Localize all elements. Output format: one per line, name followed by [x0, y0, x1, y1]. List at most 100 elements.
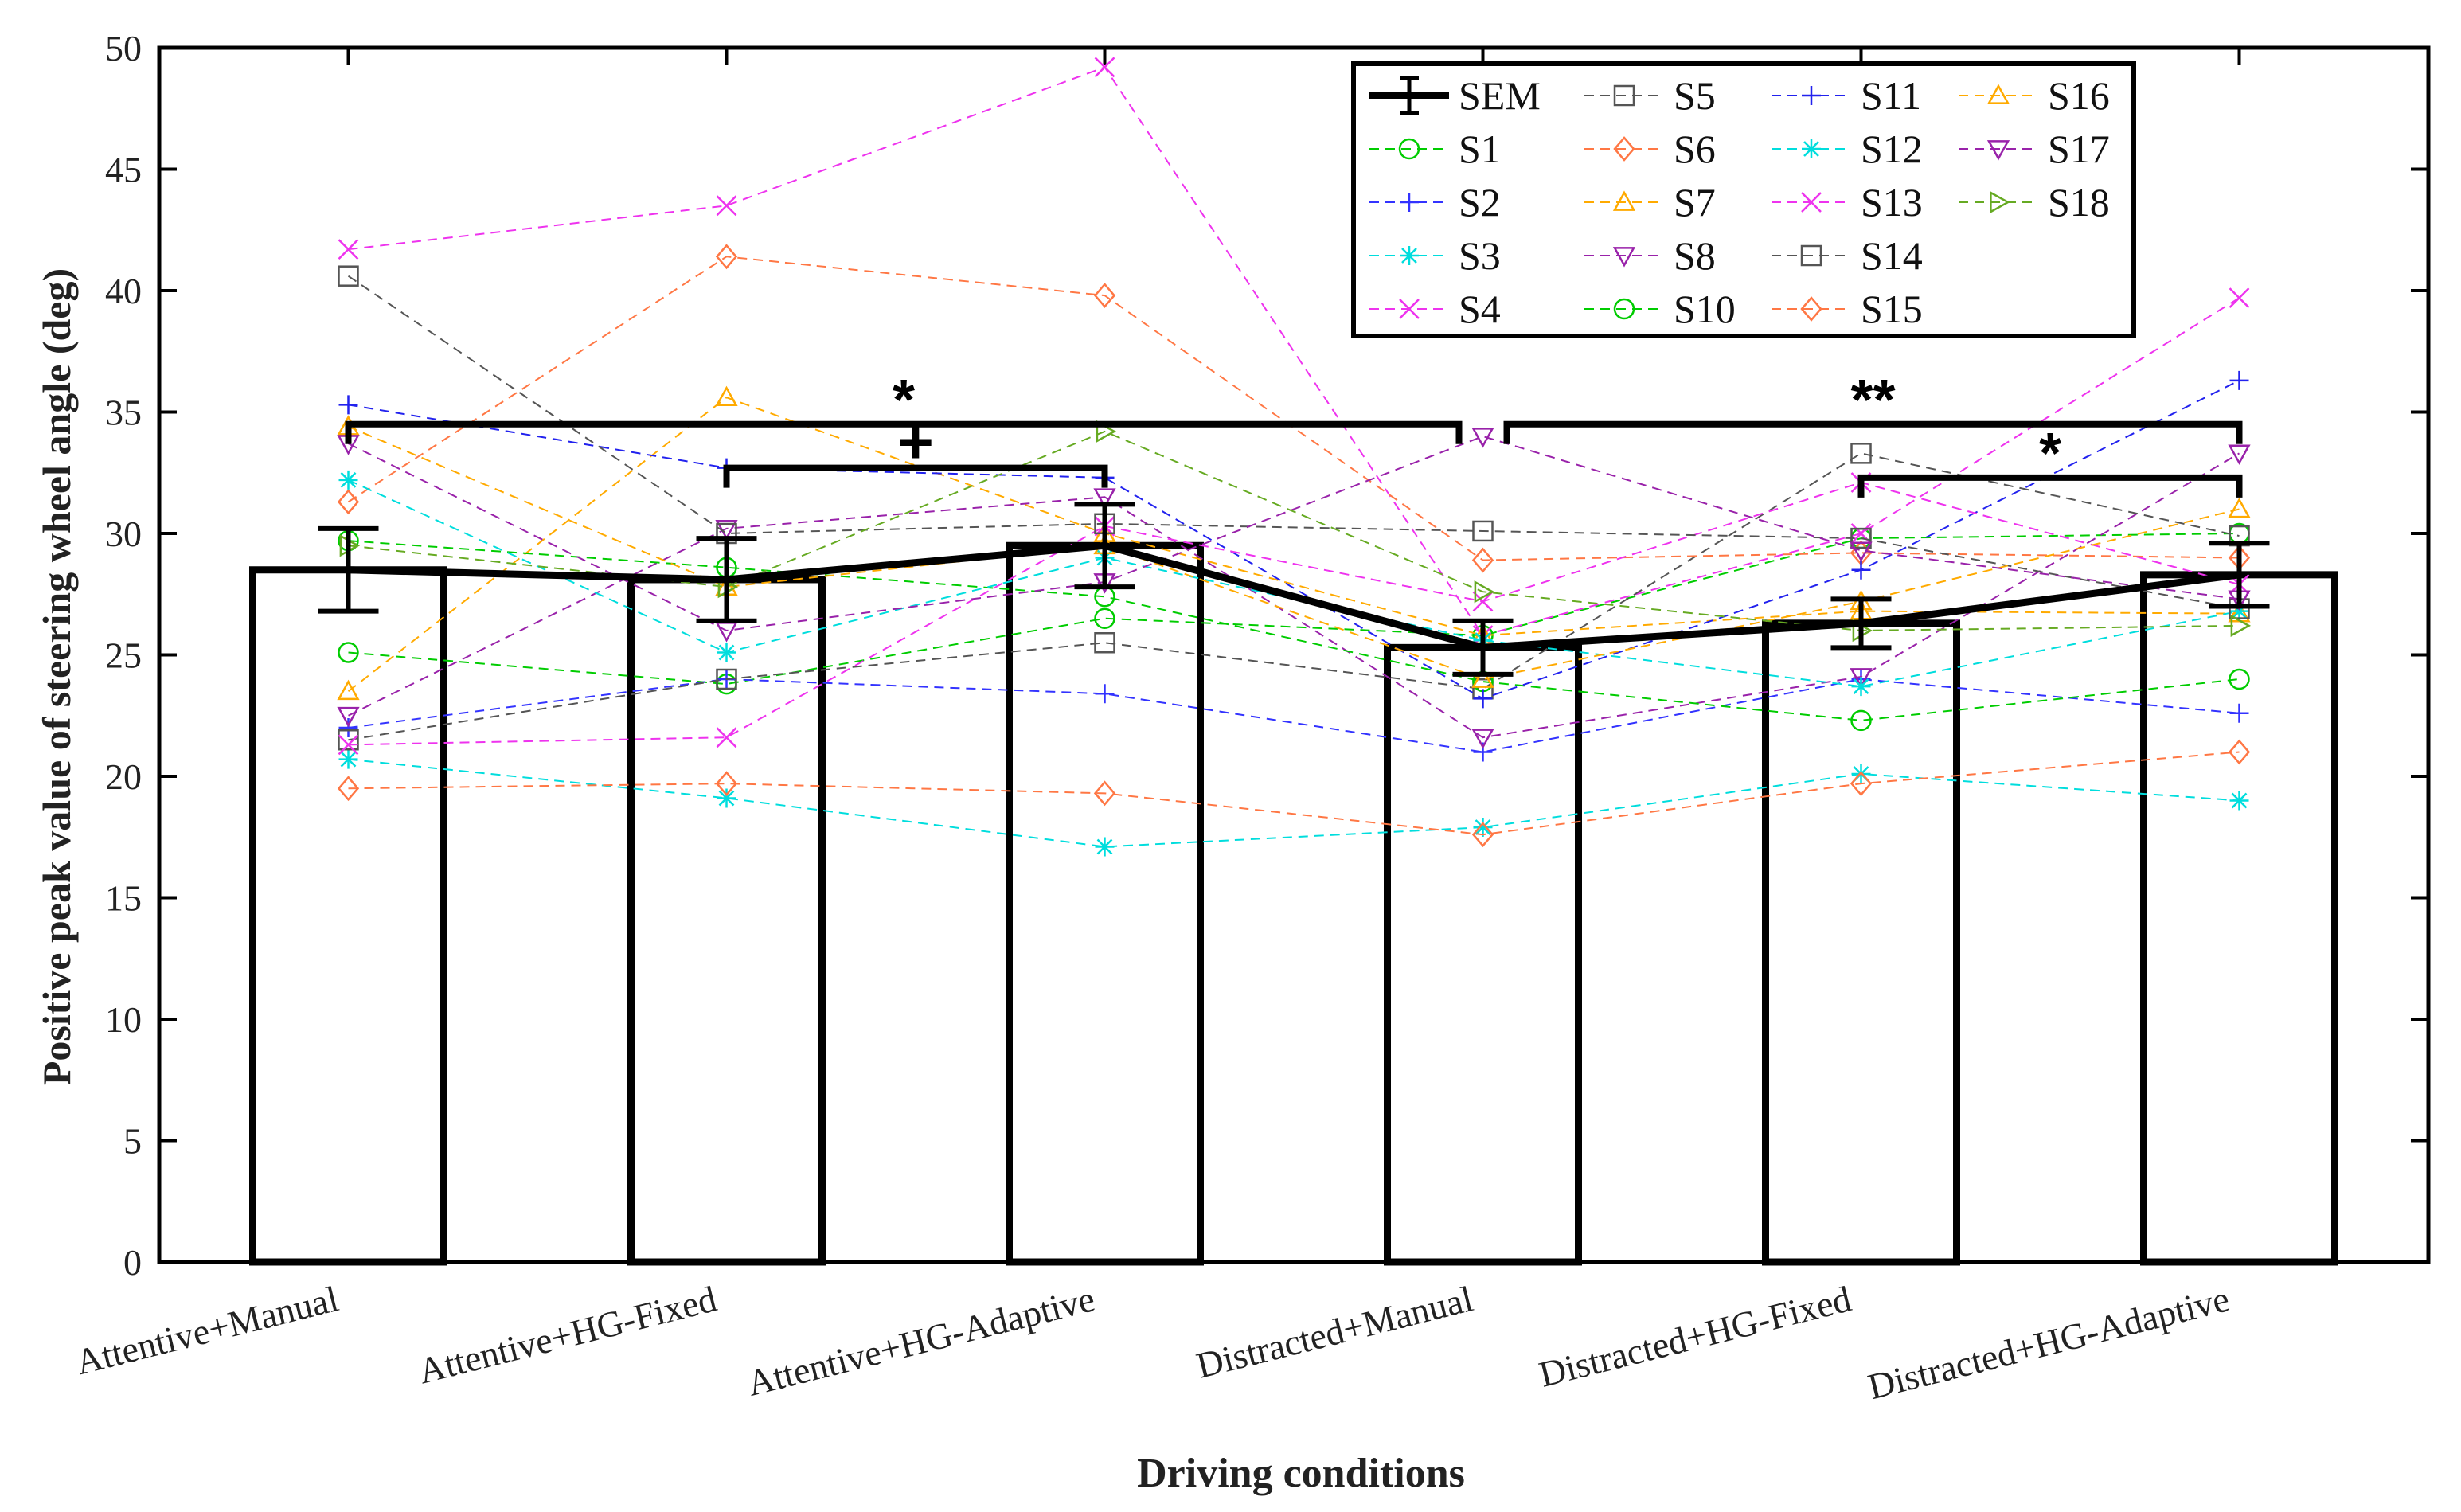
legend-entry: S12 [1772, 127, 1923, 171]
significance-bracket: * [345, 369, 1463, 444]
y-tick-label: 15 [105, 878, 142, 919]
data-point [717, 643, 736, 662]
legend: SEM S1 S2 S3 S4 S5 S6 S7 S8 S10 S11 S12 S13 S14 S15 S16… [1351, 61, 2136, 338]
legend-label: S13 [1861, 180, 1923, 225]
data-point [717, 788, 736, 808]
series-line [348, 751, 2240, 836]
legend-label: S12 [1861, 127, 1923, 171]
series-line [348, 66, 2240, 637]
data-point [715, 771, 738, 797]
legend-label: S7 [1674, 180, 1716, 225]
data-point [338, 734, 359, 756]
data-point [1986, 140, 2010, 161]
data-point [1851, 677, 1871, 697]
data-point [1398, 138, 1420, 160]
legend-label: S15 [1861, 287, 1923, 331]
series-line [348, 481, 2240, 746]
significance-bracket: * [1857, 422, 2243, 498]
legend-label: S2 [1459, 180, 1501, 225]
data-point [1094, 608, 1115, 629]
significance-label: ** [1850, 369, 1895, 432]
data-point [1473, 689, 1493, 709]
data-point [1472, 591, 1494, 612]
legend-entry: S16 [1959, 73, 2110, 118]
data-point [2228, 739, 2251, 765]
legend-entry: S11 [1772, 73, 1921, 118]
legend-entry: S4 [1369, 287, 1501, 331]
data-point [1850, 443, 1872, 464]
legend-entry: S18 [1959, 180, 2110, 225]
data-point [1850, 541, 1873, 562]
data-point [2229, 668, 2250, 690]
data-point [1094, 632, 1115, 654]
data-point [2229, 791, 2249, 811]
legend-label: S6 [1674, 127, 1716, 171]
data-point [1850, 771, 1873, 797]
legend-entry: S7 [1584, 180, 1716, 225]
data-point [337, 706, 360, 728]
data-point [337, 679, 360, 701]
data-point [1612, 247, 1636, 268]
data-point [1095, 684, 1115, 704]
data-point [337, 776, 360, 802]
data-point [716, 668, 737, 690]
significance-label: * [893, 369, 915, 432]
legend-label: S1 [1459, 127, 1501, 171]
data-point [1471, 547, 1494, 573]
significance-bracket: + [723, 407, 1108, 488]
data-point [1802, 139, 1821, 158]
series-line [348, 533, 2240, 686]
data-point [716, 727, 737, 748]
y-tick-label: 35 [105, 393, 142, 433]
legend-entry: S3 [1369, 233, 1501, 278]
data-point [338, 749, 358, 769]
series-line [347, 256, 2240, 561]
data-point [1400, 246, 1419, 265]
data-point [1093, 283, 1116, 309]
data-point [1612, 190, 1636, 211]
legend-label: S17 [2048, 127, 2110, 171]
y-tick-label: 30 [105, 514, 142, 554]
data-point [1473, 818, 1493, 838]
significance-label: + [897, 407, 934, 477]
bracket-line [723, 464, 1108, 488]
y-tick-label: 45 [105, 150, 142, 190]
data-point [338, 470, 358, 490]
legend-label: S8 [1674, 233, 1716, 278]
legend-label: SEM [1459, 73, 1541, 118]
legend-label: S18 [2048, 180, 2110, 225]
data-point [1093, 780, 1116, 807]
legend-label: S10 [1674, 287, 1736, 331]
data-point [1471, 729, 1494, 749]
bracket-line [1503, 420, 2243, 444]
series-line [347, 275, 2240, 610]
mean-bar [249, 566, 447, 1266]
data-point [1474, 580, 1495, 604]
data-point [1851, 560, 1871, 580]
data-point [1850, 709, 1872, 732]
data-point [1613, 136, 1635, 162]
legend-entry: SEM [1369, 73, 1541, 118]
data-point [1399, 299, 1420, 319]
data-point [1471, 428, 1494, 448]
data-point [338, 395, 358, 415]
series-s5 [338, 443, 2250, 751]
series-line [348, 379, 2240, 700]
x-axis-title: Driving conditions [1137, 1451, 1465, 1496]
data-point [2229, 703, 2249, 723]
legend-label: S16 [2048, 73, 2110, 118]
significance-bracket: ** [1503, 369, 2243, 444]
legend-entry: S2 [1369, 180, 1501, 225]
data-point [716, 195, 737, 217]
data-point [1471, 667, 1494, 688]
data-point [1986, 84, 2010, 104]
data-point [1850, 668, 1873, 689]
data-point [338, 265, 359, 287]
series-line [348, 435, 2240, 632]
series-line [348, 425, 2240, 681]
bracket-line [1857, 474, 2243, 498]
data-point [2229, 370, 2249, 390]
series-line [348, 452, 2240, 741]
